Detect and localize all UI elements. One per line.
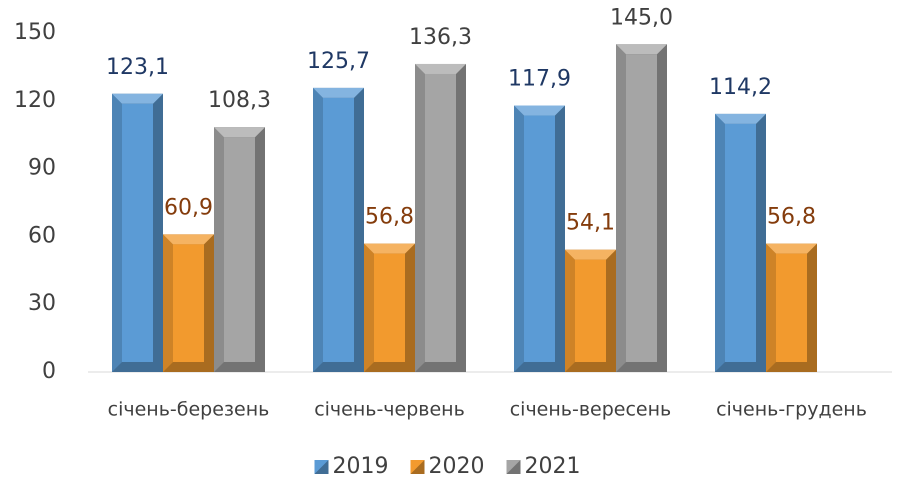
y-tick-label: 120 <box>14 88 56 113</box>
value-label: 123,1 <box>106 55 169 80</box>
value-label: 117,9 <box>508 67 571 92</box>
bar-bevel-top <box>715 113 766 124</box>
y-tick-label: 150 <box>14 20 56 45</box>
bar-bevel-left <box>415 63 425 372</box>
legend-swatch-shade <box>506 460 521 474</box>
value-label: 60,9 <box>164 195 213 220</box>
bar-face <box>626 54 657 363</box>
bar-bevel-top <box>313 87 364 98</box>
bar-bevel-left <box>766 243 776 372</box>
legend-swatch-shade <box>410 460 425 474</box>
bar-bevel-top <box>415 63 466 74</box>
bar-bevel-top <box>364 243 415 254</box>
bar-face <box>425 73 456 362</box>
bar-bevel-left <box>565 249 575 372</box>
value-label: 114,2 <box>709 75 772 100</box>
bar-face <box>122 103 153 362</box>
value-label: 56,8 <box>365 205 414 230</box>
y-tick-label: 60 <box>28 223 56 248</box>
x-tick-label: січень-вересень <box>510 399 672 421</box>
bar-bevel-top <box>112 93 163 104</box>
bar-face <box>224 137 255 362</box>
bar-bevel-left <box>514 105 524 373</box>
bar-face <box>524 115 555 363</box>
value-label: 108,3 <box>208 88 271 113</box>
bar-face <box>575 259 606 362</box>
legend-label: 2020 <box>429 454 485 479</box>
bar-bevel-top <box>214 127 265 138</box>
bar-bevel-top <box>766 243 817 254</box>
bar-bevel-left <box>364 243 374 372</box>
bar-bevel-left <box>214 127 224 372</box>
bar-bevel-top <box>616 44 667 55</box>
bar-bevel-top <box>163 234 214 245</box>
legend-swatch-shade <box>314 460 329 474</box>
y-tick-label: 0 <box>42 359 56 384</box>
y-tick-label: 90 <box>28 156 56 181</box>
bar-face <box>374 253 405 362</box>
bar-bevel-left <box>313 87 323 372</box>
bar-bevel-left <box>112 93 122 372</box>
y-tick-label: 30 <box>28 291 56 316</box>
bar-bevel-top <box>514 105 565 116</box>
value-label: 136,3 <box>409 25 472 50</box>
legend-label: 2019 <box>333 454 389 479</box>
value-label: 125,7 <box>307 49 370 74</box>
value-label: 54,1 <box>566 211 615 236</box>
bar-bevel-top <box>565 249 616 260</box>
x-tick-label: січень-грудень <box>716 399 867 421</box>
legend-label: 2021 <box>525 454 581 479</box>
bar-face <box>173 244 204 362</box>
bar-face <box>776 253 807 362</box>
value-label: 56,8 <box>767 205 816 230</box>
x-tick-label: січень-червень <box>314 399 465 421</box>
bar-bevel-left <box>715 113 725 373</box>
x-tick-label: січень-березень <box>108 399 270 421</box>
bar-bevel-left <box>616 44 626 373</box>
value-label: 145,0 <box>610 5 673 30</box>
bar-face <box>725 123 756 363</box>
bar-face <box>323 97 354 362</box>
bar-bevel-left <box>163 234 173 372</box>
